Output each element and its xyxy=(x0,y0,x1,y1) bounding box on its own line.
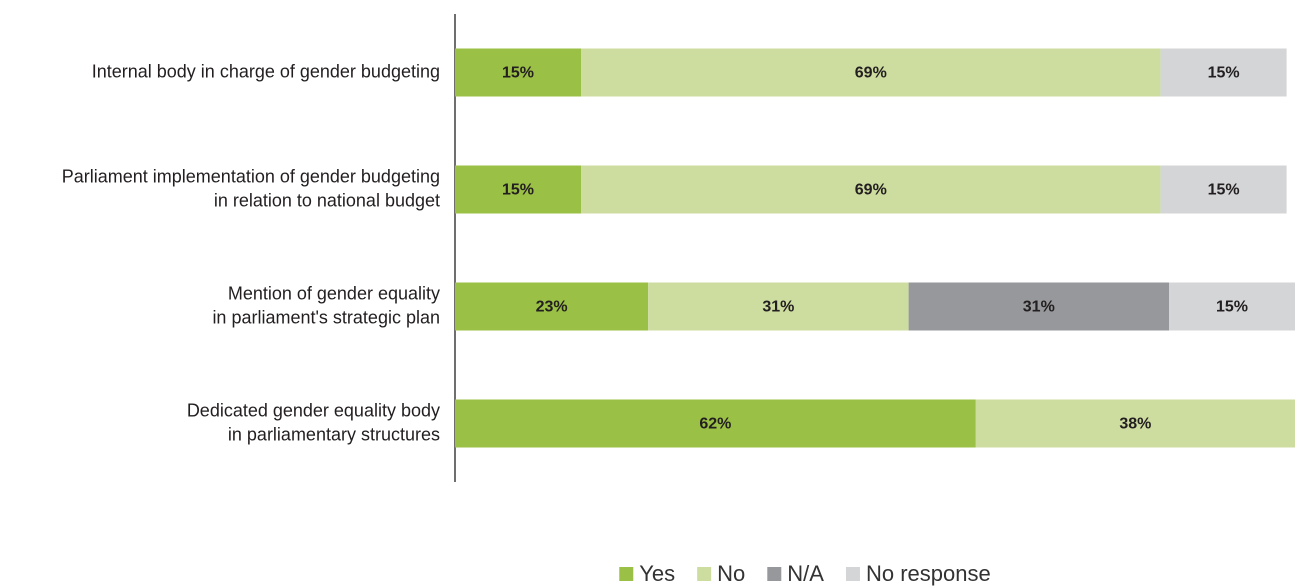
category-label: Mention of gender equality in parliament'… xyxy=(212,283,440,327)
legend-swatch xyxy=(767,567,782,581)
legend-label: Yes xyxy=(639,561,675,586)
data-label: 31% xyxy=(762,299,794,316)
category-label: Dedicated gender equality body in parliam… xyxy=(187,400,440,444)
data-label: 31% xyxy=(1023,299,1055,316)
data-label: 69% xyxy=(855,65,887,82)
data-label: 62% xyxy=(699,416,731,433)
category-label-line: Internal body in charge of gender budget… xyxy=(92,61,440,81)
bar-segment xyxy=(455,165,581,214)
legend-swatch xyxy=(697,567,712,581)
bar-segment xyxy=(581,165,1161,214)
category-label: Internal body in charge of gender budget… xyxy=(92,61,440,81)
category-label-line: Parliament implementation of gender budg… xyxy=(62,166,440,186)
legend-swatch xyxy=(845,567,860,581)
legend-label: No response xyxy=(866,561,991,586)
category-label: Parliament implementation of gender budg… xyxy=(62,166,440,210)
legend-swatch xyxy=(619,567,634,581)
bar-segment xyxy=(455,282,649,331)
bar-segment xyxy=(1160,165,1287,214)
bar-segment xyxy=(455,48,581,97)
category-label-line: in parliament's strategic plan xyxy=(212,307,440,327)
legend-label: N/A xyxy=(787,561,824,586)
legend-label: No xyxy=(717,561,745,586)
bar-segment xyxy=(648,282,909,331)
data-label: 15% xyxy=(1208,65,1240,82)
category-label-line: in parliamentary structures xyxy=(228,424,440,444)
category-label-line: Dedicated gender equality body xyxy=(187,400,440,420)
bar-segment xyxy=(975,399,1295,448)
bar-segment xyxy=(581,48,1161,97)
bar-segment xyxy=(1160,48,1287,97)
data-label: 38% xyxy=(1119,416,1151,433)
data-label: 15% xyxy=(502,65,534,82)
category-label-line: Mention of gender equality xyxy=(228,283,440,303)
bar-segment xyxy=(908,282,1169,331)
bar-segment xyxy=(1169,282,1295,331)
data-label: 23% xyxy=(536,299,568,316)
category-label-line: in relation to national budget xyxy=(214,190,440,210)
bar-segment xyxy=(455,399,976,448)
data-label: 15% xyxy=(1216,299,1248,316)
data-label: 69% xyxy=(855,182,887,199)
data-label: 15% xyxy=(502,182,534,199)
data-label: 15% xyxy=(1208,182,1240,199)
